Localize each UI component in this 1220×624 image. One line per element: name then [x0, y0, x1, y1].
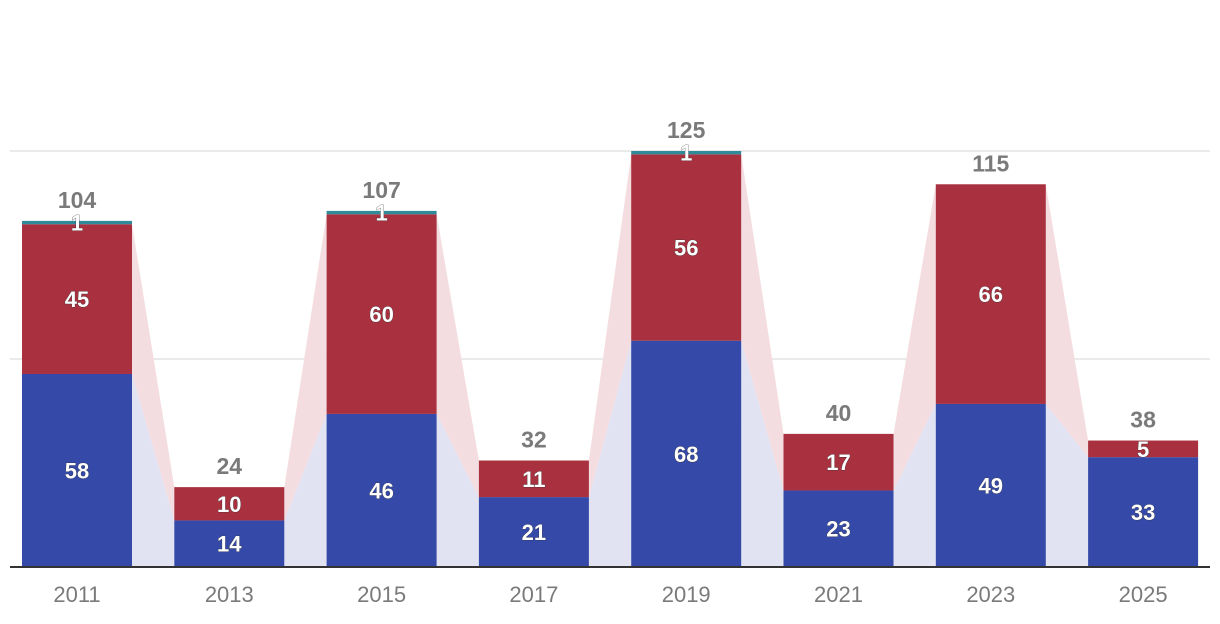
- connector-band: [588, 154, 632, 498]
- x-tick-label: 2025: [1119, 582, 1168, 607]
- bar-segment: [935, 184, 1046, 404]
- x-tick-label: 2021: [814, 582, 863, 607]
- total-label: 107: [362, 177, 400, 203]
- connector-band: [1045, 184, 1089, 458]
- data-label: 1: [71, 211, 83, 236]
- x-tick-label: 2023: [966, 582, 1015, 607]
- total-label: 38: [1130, 407, 1156, 433]
- bar-segment: [174, 487, 285, 521]
- data-label: 10: [217, 492, 241, 517]
- data-label: 14: [217, 532, 242, 557]
- total-label: 104: [58, 187, 97, 213]
- data-label: 1: [680, 141, 692, 166]
- bar-segment: [22, 224, 132, 374]
- connector-band: [436, 413, 479, 567]
- data-label: 23: [826, 517, 850, 542]
- total-label: 24: [217, 453, 243, 479]
- bar-segment: [783, 433, 894, 491]
- bar-segment: [935, 403, 1046, 567]
- total-label: 40: [826, 400, 852, 426]
- connector-band: [284, 214, 327, 521]
- data-label: 17: [826, 450, 850, 475]
- connector-band: [1045, 403, 1089, 567]
- data-label: 46: [369, 478, 393, 503]
- bar-segment: [326, 210, 437, 215]
- data-label: 5: [1137, 437, 1149, 462]
- bar-segment: [326, 214, 437, 414]
- x-tick-label: 2011: [53, 582, 100, 607]
- connector-band: [132, 224, 175, 521]
- x-tick-label: 2013: [205, 582, 254, 607]
- data-label: 56: [674, 236, 698, 261]
- data-label: 60: [369, 302, 393, 327]
- data-label: 45: [65, 287, 89, 312]
- connector-band: [132, 373, 175, 567]
- total-label: 32: [521, 427, 547, 453]
- total-label: 115: [972, 150, 1009, 176]
- data-label: 66: [979, 282, 1003, 307]
- connector-band: [284, 413, 327, 567]
- x-tick-label: 2019: [662, 582, 711, 607]
- x-tick-label: 2015: [357, 582, 406, 607]
- bar-segment: [22, 373, 132, 567]
- data-label: 49: [979, 473, 1003, 498]
- data-labels: 5845110414102446601107211132685611252317…: [58, 117, 1156, 557]
- connector-band: [588, 340, 632, 567]
- bars: [22, 151, 1199, 567]
- bar-segment: [478, 497, 589, 567]
- bar-segment: [631, 151, 742, 155]
- data-label: 21: [522, 520, 546, 545]
- data-label: 33: [1131, 500, 1155, 525]
- data-label: 58: [65, 458, 89, 483]
- bar-segment: [174, 520, 285, 567]
- connector-band: [741, 340, 784, 567]
- bar-segment: [783, 490, 894, 567]
- x-tick-label: 2017: [509, 582, 558, 607]
- connector-band: [436, 214, 479, 498]
- bar-segment: [631, 154, 742, 341]
- connector-band: [741, 154, 784, 491]
- bar-segment: [631, 340, 742, 567]
- connector-band: [893, 184, 936, 491]
- bar-segment: [1088, 440, 1199, 458]
- data-label: 1: [375, 201, 387, 226]
- x-axis: 2011 2013 2015 2017 2019 2021 2023 2025: [10, 566, 1210, 607]
- data-label: 11: [522, 467, 545, 492]
- connector-band: [893, 403, 936, 567]
- connector-bands: [132, 154, 1089, 567]
- data-label: 68: [674, 442, 698, 467]
- bar-segment: [478, 460, 589, 498]
- bar-segment: [22, 220, 132, 225]
- total-label: 125: [667, 117, 706, 143]
- bar-segment: [1088, 457, 1199, 567]
- bar-segment: [326, 413, 437, 567]
